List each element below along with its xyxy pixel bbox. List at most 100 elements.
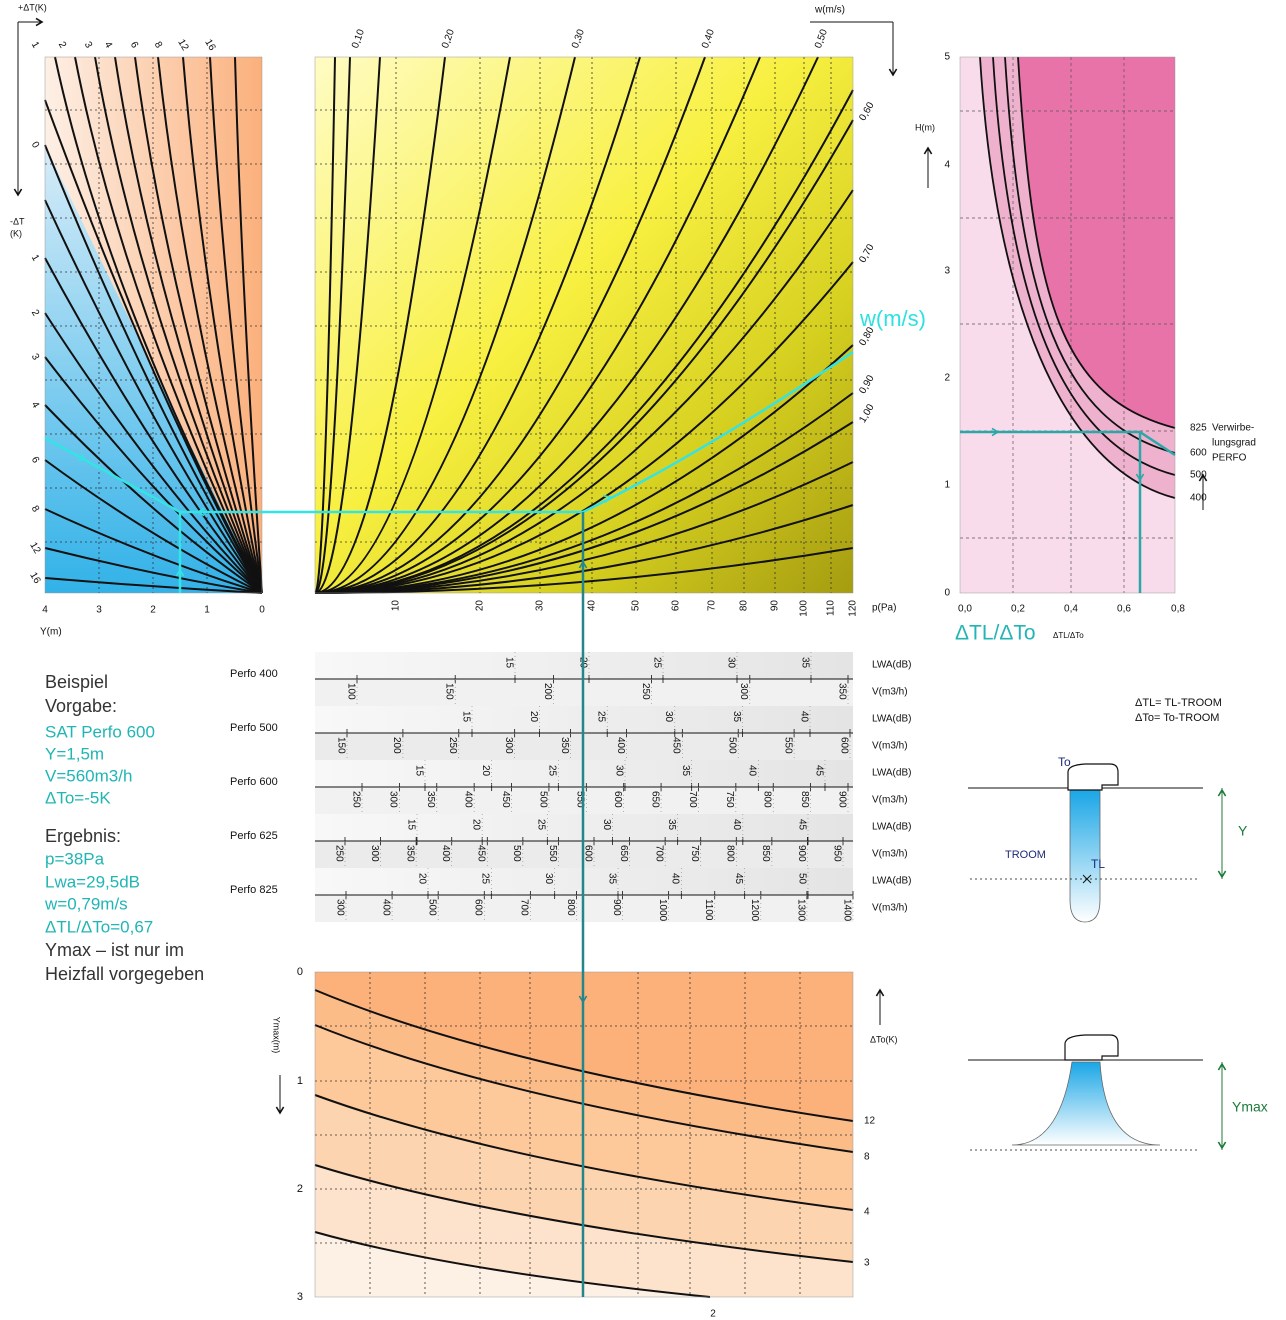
arrow-head	[275, 1106, 285, 1115]
v-value: 450	[671, 737, 682, 754]
lwa-value: 35	[666, 819, 677, 831]
arrow-head	[1135, 473, 1145, 482]
right-tick-label: 0,60	[857, 100, 876, 123]
curve	[314, 56, 351, 594]
lwa-value: 45	[813, 765, 824, 777]
sketch-label: To	[1058, 755, 1071, 769]
v-value: 400	[380, 899, 391, 916]
lwa-value: 15	[503, 657, 514, 669]
outlet	[1067, 763, 1119, 791]
curve	[314, 56, 819, 594]
definition: ΔTL= TL-TROOM	[1135, 697, 1222, 709]
y-tick-label: 1	[297, 1075, 303, 1087]
v-value: 600	[582, 845, 593, 862]
top-tick-label: 0,40	[700, 27, 717, 49]
top-tick-label: 0,10	[350, 27, 367, 49]
arrow-head	[578, 995, 588, 1004]
v-value: 150	[335, 737, 346, 754]
x-tick-label: 2	[150, 605, 156, 616]
v-value: 950	[831, 845, 842, 862]
sketch-label: Ymax	[1232, 1099, 1268, 1115]
arrow-head	[888, 68, 898, 77]
unit-label: V(m3/h)	[872, 687, 908, 698]
side-tick-label: 0	[29, 140, 42, 151]
v-value: 300	[738, 683, 749, 700]
lwa-value: 50	[796, 873, 807, 885]
v-value: 550	[782, 737, 793, 754]
lwa-value: 45	[733, 873, 744, 885]
x-tick-label: 2	[710, 1309, 716, 1320]
lwa-value: 35	[680, 765, 691, 777]
lwa-value: 30	[725, 657, 736, 669]
curve	[314, 56, 761, 594]
point-marker	[1082, 874, 1092, 884]
y-tick-label: 0	[944, 588, 950, 599]
v-value: 750	[724, 791, 735, 808]
v-value: 350	[836, 683, 847, 700]
curve	[314, 1024, 854, 1153]
curve	[44, 356, 263, 594]
given-value: ΔTo=-5K	[45, 788, 111, 807]
lwa-value: 25	[651, 657, 662, 669]
v-value: 350	[425, 791, 436, 808]
v-value: 1200	[749, 899, 760, 922]
curve	[44, 508, 263, 594]
v-value: 650	[649, 791, 660, 808]
unit-label: LWA(dB)	[872, 876, 911, 887]
arrow-head	[1217, 1141, 1227, 1150]
v-value: 300	[388, 791, 399, 808]
axis-label: Ymax(m)	[272, 1017, 282, 1054]
right-tick-label: 0,70	[857, 242, 876, 265]
curve	[314, 989, 854, 1122]
x-tick-label: 1	[204, 605, 210, 616]
lwa-value: 20	[471, 819, 482, 831]
lwa-value: 45	[796, 819, 807, 831]
example-heading: Beispiel	[45, 672, 108, 692]
v-value: 600	[838, 737, 849, 754]
v-value: 500	[537, 791, 548, 808]
unit-label: LWA(dB)	[872, 714, 911, 725]
curve	[44, 99, 263, 594]
curve	[314, 119, 854, 594]
lwa-value: 20	[528, 711, 539, 723]
v-value: 900	[796, 845, 807, 862]
x-tick-label: 100	[799, 600, 810, 617]
lwa-value: 30	[663, 711, 674, 723]
v-value: 350	[405, 845, 416, 862]
jet-plume	[1069, 789, 1101, 923]
curve-label: 500	[1190, 470, 1207, 481]
x-tick-label: 0,0	[958, 604, 972, 615]
v-value: 1100	[703, 899, 714, 921]
axis-label: -ΔT	[10, 216, 25, 226]
top-tick-label: 6	[128, 40, 141, 51]
arrow-head	[991, 427, 1000, 437]
x-tick-label: 40	[587, 600, 598, 612]
side-tick-label: 8	[29, 504, 42, 515]
arrow-head	[578, 560, 588, 569]
y-tick-label: 5	[944, 52, 950, 63]
v-value: 900	[611, 899, 622, 916]
sketch-label: TROOM	[1005, 849, 1046, 861]
v-value: 250	[350, 791, 361, 808]
x-tick-label: 60	[671, 600, 682, 612]
curve-label: 4	[864, 1207, 870, 1218]
curve	[979, 56, 1176, 499]
top-tick-label: 8	[152, 40, 165, 51]
v-value: 750	[689, 845, 700, 862]
axis-label: H(m)	[915, 122, 935, 132]
unit-label: V(m3/h)	[872, 849, 908, 860]
side-tick-label: 2	[29, 308, 42, 319]
v-value: 300	[334, 899, 345, 916]
jet-plume	[1011, 1061, 1161, 1146]
top-tick-label: 0,30	[570, 27, 587, 49]
v-value: 800	[565, 899, 576, 916]
lwa-value: 40	[747, 765, 758, 777]
curve	[314, 56, 381, 594]
middle-panel-bg	[315, 57, 853, 593]
top-tick-label: 0,20	[440, 27, 457, 49]
axis-label: +ΔT(K)	[18, 2, 47, 12]
v-value: 550	[547, 845, 558, 862]
right-tick-label: 0,90	[857, 373, 876, 396]
curve	[44, 404, 263, 594]
